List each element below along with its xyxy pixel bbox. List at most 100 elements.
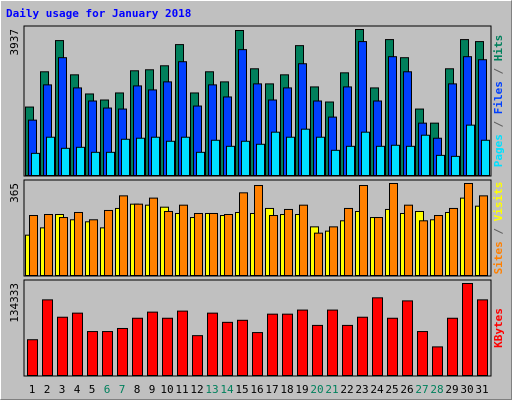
legend-entry: Pages bbox=[492, 134, 505, 167]
legend-entry: Hits bbox=[492, 35, 505, 62]
bar bbox=[297, 309, 308, 376]
legend-separator: / bbox=[492, 221, 505, 241]
x-tick-label: 21 bbox=[325, 383, 338, 396]
bar bbox=[436, 154, 445, 176]
bar bbox=[46, 136, 55, 176]
x-tick-label: 18 bbox=[280, 383, 293, 396]
x-tick-label: 27 bbox=[415, 383, 428, 396]
x-tick-label: 9 bbox=[149, 383, 156, 396]
bar bbox=[481, 139, 490, 176]
x-tick-label: 19 bbox=[295, 383, 308, 396]
bar bbox=[284, 208, 293, 276]
bar bbox=[179, 204, 188, 276]
bar bbox=[29, 215, 38, 276]
x-tick-label: 3 bbox=[59, 383, 66, 396]
bar bbox=[162, 317, 173, 376]
x-tick-label: 22 bbox=[340, 383, 353, 396]
bar bbox=[462, 283, 473, 376]
bar bbox=[359, 185, 368, 276]
bar bbox=[451, 155, 460, 177]
x-tick-label: 4 bbox=[74, 383, 81, 396]
bar bbox=[211, 139, 220, 176]
bar bbox=[192, 335, 203, 377]
bar bbox=[224, 214, 233, 277]
bar bbox=[91, 151, 100, 176]
bar bbox=[121, 138, 130, 176]
bar bbox=[329, 226, 338, 276]
x-tick-label: 15 bbox=[235, 383, 248, 396]
x-tick-label: 30 bbox=[460, 383, 473, 396]
bar bbox=[254, 185, 263, 276]
legend: KBytes bbox=[492, 308, 505, 348]
bar bbox=[466, 124, 475, 176]
x-tick-label: 24 bbox=[370, 383, 384, 396]
bar bbox=[74, 211, 83, 276]
x-tick-label: 25 bbox=[385, 383, 398, 396]
x-tick-label: 8 bbox=[134, 383, 141, 396]
y-tick-label: 365 bbox=[8, 183, 21, 203]
bar bbox=[402, 300, 413, 376]
bar bbox=[132, 317, 143, 376]
bar bbox=[149, 197, 158, 276]
bar bbox=[76, 146, 85, 176]
x-tick-label: 16 bbox=[250, 383, 263, 396]
chart-title: Daily usage for January 2018 bbox=[6, 7, 191, 20]
x-tick-label: 14 bbox=[220, 383, 234, 396]
legend-entry: Files bbox=[492, 81, 505, 114]
bar bbox=[312, 324, 323, 377]
bar bbox=[102, 331, 113, 376]
x-tick-label: 11 bbox=[175, 383, 188, 396]
bar bbox=[331, 149, 340, 177]
bar bbox=[237, 319, 248, 377]
x-tick-label: 13 bbox=[205, 383, 218, 396]
bar bbox=[346, 145, 355, 176]
bar bbox=[387, 317, 398, 376]
bar bbox=[196, 151, 205, 176]
bar bbox=[269, 215, 278, 276]
y-tick-label: 3937 bbox=[8, 29, 21, 56]
bar bbox=[31, 152, 40, 177]
bar bbox=[119, 195, 128, 276]
bar bbox=[314, 232, 323, 277]
legend-entry: Visits bbox=[492, 182, 505, 222]
bar bbox=[344, 207, 353, 277]
x-tick-label: 2 bbox=[44, 383, 51, 396]
bar bbox=[57, 316, 68, 376]
x-tick-label: 7 bbox=[119, 383, 126, 396]
bar bbox=[417, 331, 428, 376]
bar bbox=[421, 134, 430, 177]
bar bbox=[164, 210, 173, 277]
bar bbox=[464, 183, 473, 276]
bar bbox=[282, 313, 293, 377]
bar bbox=[301, 128, 310, 176]
x-tick-label: 28 bbox=[430, 383, 443, 396]
legend: Sites / Visits bbox=[492, 182, 505, 275]
x-tick-label: 17 bbox=[265, 383, 278, 396]
x-tick-label: 20 bbox=[310, 383, 323, 396]
bar bbox=[419, 220, 428, 276]
bar bbox=[376, 145, 385, 176]
legend-entry: KBytes bbox=[492, 308, 505, 348]
bar bbox=[42, 299, 53, 376]
x-tick-label: 1 bbox=[29, 383, 36, 396]
bar bbox=[267, 313, 278, 377]
bar bbox=[389, 183, 398, 276]
bar bbox=[72, 312, 83, 377]
x-tick-label: 31 bbox=[475, 383, 488, 396]
bar bbox=[357, 316, 368, 376]
bar bbox=[477, 299, 488, 376]
bar bbox=[226, 145, 235, 176]
bar bbox=[327, 309, 338, 376]
legend-separator: / bbox=[492, 114, 505, 134]
bar bbox=[286, 136, 295, 176]
bar bbox=[361, 131, 370, 177]
x-tick-label: 12 bbox=[190, 383, 203, 396]
bar bbox=[27, 339, 38, 376]
bar bbox=[449, 207, 458, 277]
bar bbox=[299, 204, 308, 276]
bar bbox=[166, 140, 175, 176]
bar bbox=[374, 217, 383, 277]
legend-entry: Sites bbox=[492, 241, 505, 274]
bar bbox=[316, 136, 325, 176]
